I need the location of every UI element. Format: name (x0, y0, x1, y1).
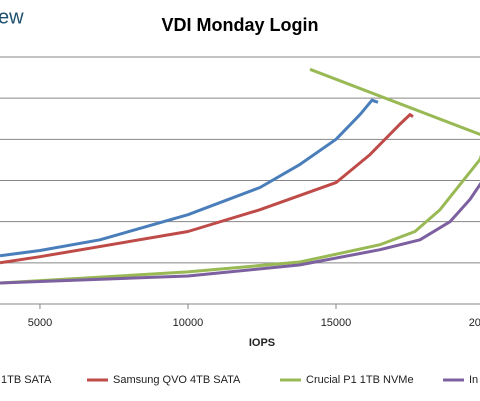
series-line (0, 181, 480, 285)
x-tick-label: 5000 (28, 317, 52, 329)
chart-title: VDI Monday Login (162, 15, 319, 35)
series-line (0, 67, 480, 285)
x-axis-label: IOPS (249, 337, 275, 349)
x-tick-label: 20000 (469, 317, 480, 329)
legend-label: In (469, 374, 478, 386)
x-tick-label: 10000 (173, 317, 204, 329)
x-tick-label: 15000 (321, 317, 352, 329)
series-line (0, 113, 414, 265)
legend-label: Crucial P1 1TB NVMe (306, 374, 414, 386)
series-line (0, 98, 379, 258)
legend-label: Samsung QVO 4TB SATA (113, 374, 241, 386)
legend-label: 1TB SATA (1, 374, 52, 386)
logo-text: ew (0, 6, 24, 28)
